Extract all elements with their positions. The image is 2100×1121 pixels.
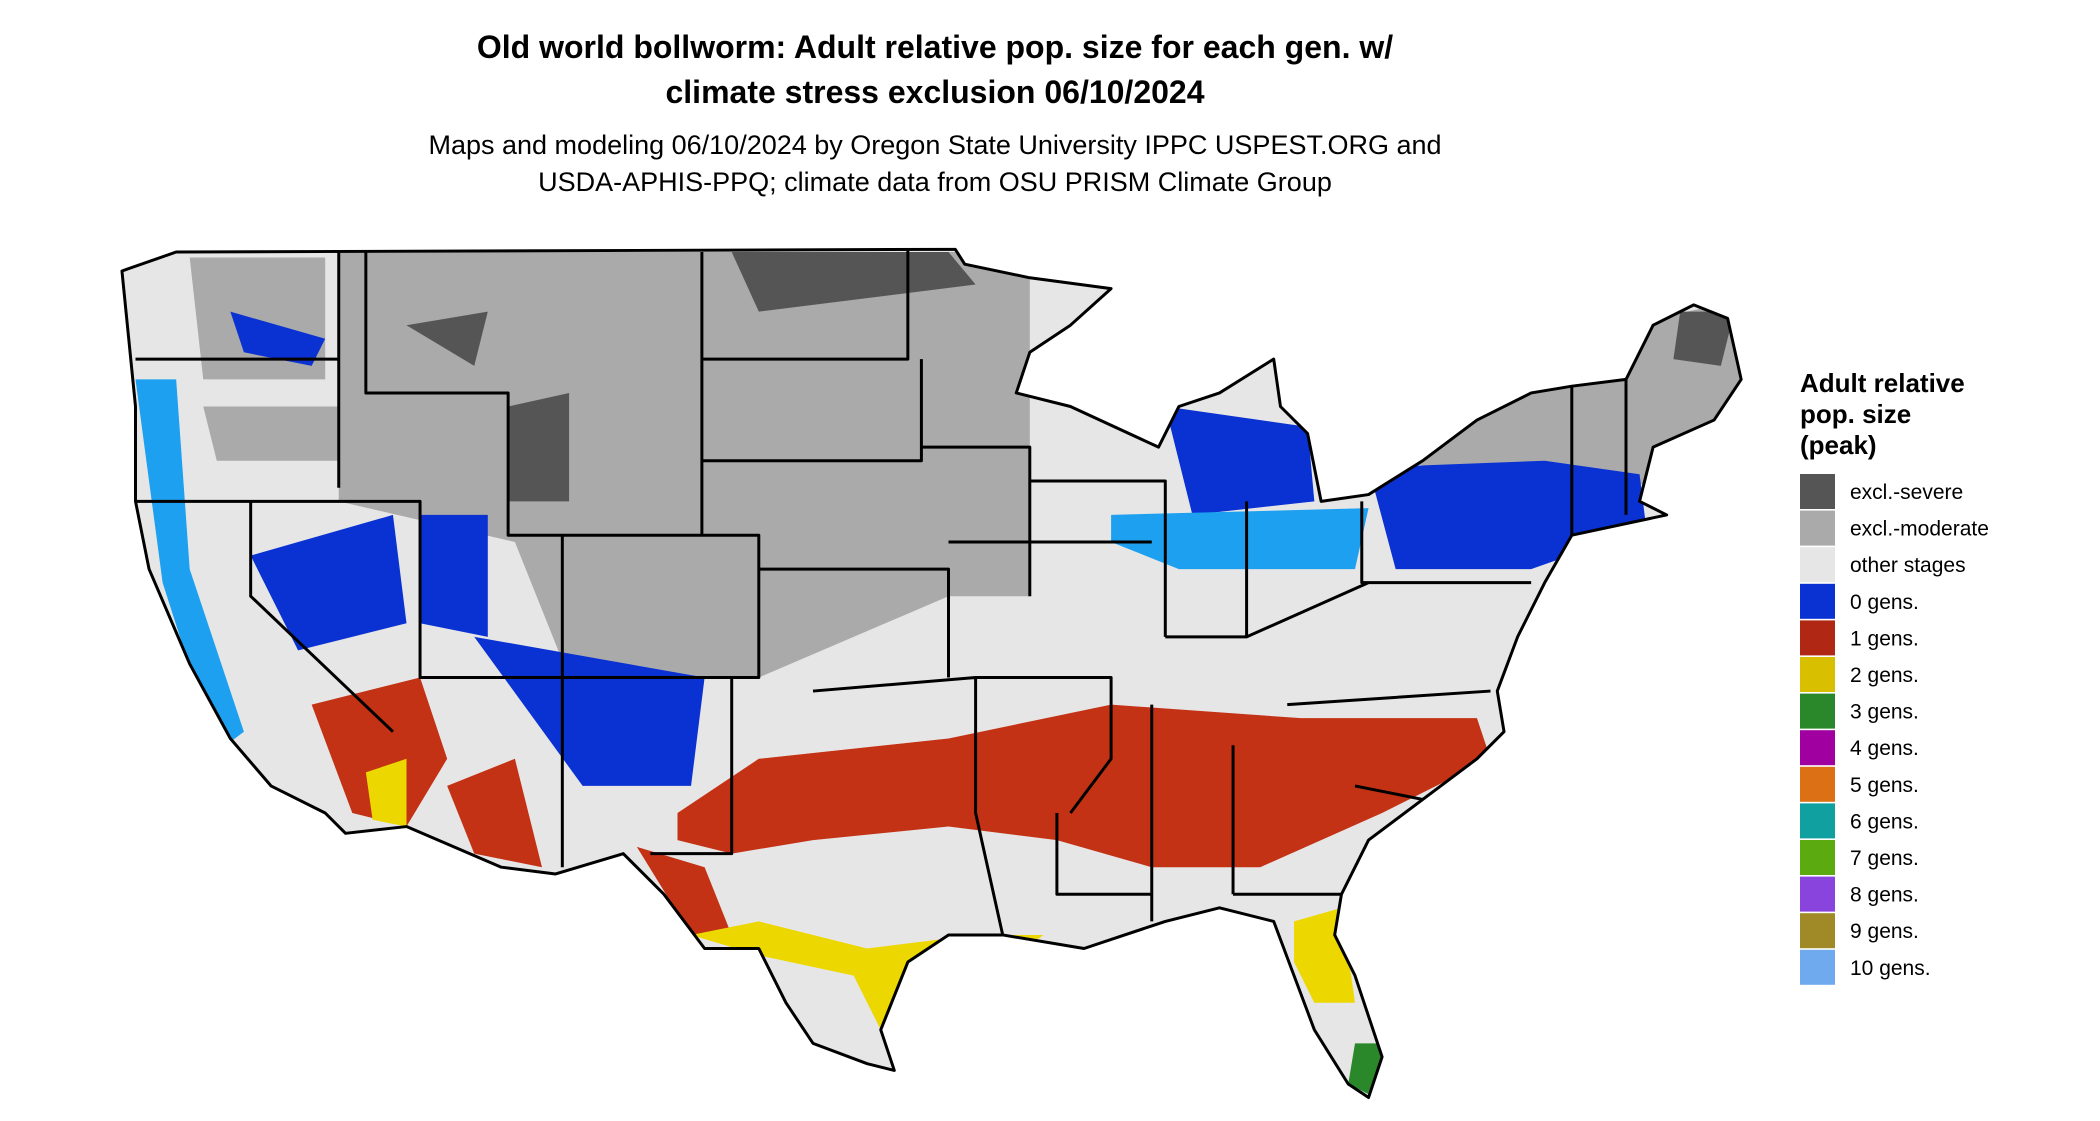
us-map [120, 247, 1743, 1100]
legend-swatch [1800, 657, 1835, 692]
legend-label: 7 gens. [1850, 847, 1919, 870]
legend-swatch [1800, 547, 1835, 583]
legend-swatch [1800, 949, 1835, 985]
title: climate stress exclusion 06/10/2024 [665, 74, 1204, 110]
legend-swatch [1800, 803, 1835, 839]
zone-2-gens [365, 758, 1356, 1030]
legend-swatch [1800, 474, 1835, 509]
zone-0-gens [230, 311, 1647, 786]
legend-label: 6 gens. [1850, 810, 1919, 833]
legend-title: pop. size [1800, 399, 1911, 429]
zone-moderate [1382, 298, 1742, 488]
legend-swatch [1800, 730, 1835, 766]
legend-label: 1 gens. [1850, 627, 1919, 650]
legend-swatch [1800, 876, 1835, 912]
subtitle: USDA-APHIS-PPQ; climate data from OSU PR… [538, 167, 1332, 197]
zone-1-gens [311, 677, 1491, 935]
legend-label: excl.-severe [1850, 481, 1963, 504]
legend: excl.-severe excl.-moderate other stages 0 … [1800, 474, 1989, 985]
legend-title: Adult relative [1800, 368, 1965, 398]
legend-label: other stages [1850, 554, 1966, 577]
legend-label: 9 gens. [1850, 920, 1919, 943]
legend-title: (peak) [1800, 430, 1877, 460]
title: Old world bollworm: Adult relative pop. … [477, 29, 1393, 65]
subtitle: Maps and modeling 06/10/2024 by Oregon S… [428, 130, 1441, 160]
legend-swatch [1800, 840, 1835, 875]
legend-swatch [1800, 693, 1835, 729]
legend-swatch [1800, 620, 1835, 656]
legend-label: 4 gens. [1850, 737, 1919, 760]
legend-label: 3 gens. [1850, 701, 1919, 724]
legend-swatch [1800, 913, 1835, 949]
legend-swatch [1800, 766, 1835, 802]
legend-swatch [1800, 510, 1835, 546]
legend-label: 2 gens. [1850, 664, 1919, 687]
legend-label: 5 gens. [1850, 774, 1919, 797]
legend-label: excl.-moderate [1850, 518, 1989, 541]
legend-label: 0 gens. [1850, 591, 1919, 614]
legend-label: 10 gens. [1850, 957, 1931, 980]
zone-severe [406, 252, 1735, 502]
legend-swatch [1800, 583, 1835, 619]
legend-label: 8 gens. [1850, 884, 1919, 907]
